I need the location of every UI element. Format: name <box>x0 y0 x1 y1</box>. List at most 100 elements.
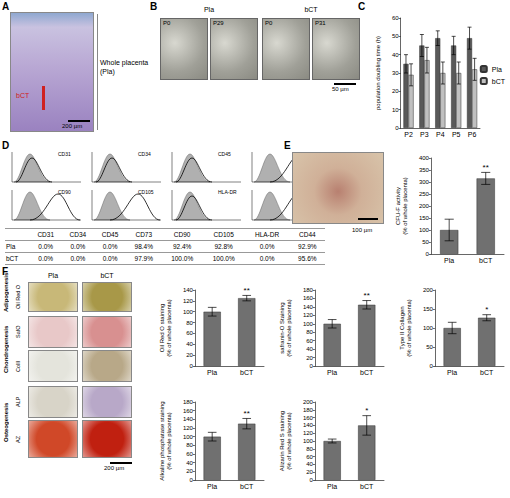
svg-text:50: 50 <box>426 344 433 350</box>
svg-text:80: 80 <box>306 446 313 452</box>
svg-text:Type II Collagen: Type II Collagen <box>399 306 405 349</box>
svg-text:140: 140 <box>183 416 194 422</box>
svg-text:100: 100 <box>419 227 430 233</box>
svg-text:140: 140 <box>303 422 314 428</box>
svg-text:200: 200 <box>303 399 314 405</box>
svg-text:(% of whole placenta): (% of whole placenta) <box>406 299 412 357</box>
svg-text:*: * <box>485 305 488 314</box>
svg-text:(% of whole placenta): (% of whole placenta) <box>166 412 172 470</box>
svg-text:120: 120 <box>303 312 314 318</box>
svg-text:(% of whole placenta): (% of whole placenta) <box>402 177 408 235</box>
svg-text:100: 100 <box>303 321 314 327</box>
svg-text:bCT: bCT <box>360 483 374 490</box>
svg-text:**: ** <box>244 286 250 295</box>
svg-text:60: 60 <box>306 454 313 460</box>
svg-text:Pla: Pla <box>447 369 457 376</box>
svg-text:(% of whole placenta): (% of whole placenta) <box>286 299 292 357</box>
svg-text:60: 60 <box>306 338 313 344</box>
svg-text:CFU-F activity: CFU-F activity <box>395 187 401 225</box>
svg-text:0: 0 <box>310 363 314 369</box>
svg-text:20: 20 <box>306 469 313 475</box>
svg-text:20: 20 <box>186 468 193 474</box>
svg-text:250: 250 <box>419 191 430 197</box>
svg-text:20: 20 <box>186 352 193 358</box>
svg-text:100: 100 <box>303 438 314 444</box>
svg-text:400: 400 <box>419 155 430 161</box>
svg-text:(% of whole placenta): (% of whole placenta) <box>166 299 172 357</box>
svg-text:Pla: Pla <box>207 483 217 490</box>
svg-text:60: 60 <box>186 451 193 457</box>
svg-text:population doubling time (h): population doubling time (h) <box>375 36 381 110</box>
svg-text:100: 100 <box>183 434 194 440</box>
svg-text:40: 40 <box>392 52 399 58</box>
svg-text:10: 10 <box>392 107 399 113</box>
svg-text:P3: P3 <box>420 131 429 138</box>
svg-text:P4: P4 <box>436 131 445 138</box>
svg-text:bCT: bCT <box>480 369 494 376</box>
svg-text:Pla: Pla <box>327 483 337 490</box>
svg-text:0: 0 <box>190 477 194 483</box>
svg-text:150: 150 <box>423 306 434 312</box>
svg-text:bCT: bCT <box>360 369 374 376</box>
svg-text:Alkaline phosphatase staining: Alkaline phosphatase staining <box>159 401 165 480</box>
svg-text:Alizarin Red S staining: Alizarin Red S staining <box>279 411 285 471</box>
svg-text:**: ** <box>364 291 370 300</box>
svg-text:50: 50 <box>422 239 429 245</box>
svg-text:0: 0 <box>430 363 434 369</box>
svg-text:350: 350 <box>419 167 430 173</box>
svg-text:20: 20 <box>306 355 313 361</box>
svg-text:40: 40 <box>186 341 193 347</box>
svg-text:bCT: bCT <box>240 483 254 490</box>
svg-text:Pla: Pla <box>327 369 337 376</box>
svg-text:180: 180 <box>303 407 314 413</box>
svg-text:160: 160 <box>183 408 194 414</box>
svg-text:bCT: bCT <box>492 78 506 85</box>
svg-text:40: 40 <box>186 460 193 466</box>
html-text:A: A <box>2 1 10 12</box>
svg-text:Pla: Pla <box>207 369 217 376</box>
svg-text:120: 120 <box>183 425 194 431</box>
svg-text:200: 200 <box>423 287 434 293</box>
svg-text:**: ** <box>244 409 250 418</box>
svg-text:60: 60 <box>186 330 193 336</box>
svg-text:P5: P5 <box>452 131 461 138</box>
svg-text:safranin-O Staining: safranin-O Staining <box>279 302 285 353</box>
svg-text:0: 0 <box>426 251 430 257</box>
svg-text:180: 180 <box>183 399 194 405</box>
svg-text:bCT: bCT <box>240 369 254 376</box>
svg-text:bCT: bCT <box>479 257 493 264</box>
svg-text:140: 140 <box>303 304 314 310</box>
svg-text:80: 80 <box>186 320 193 326</box>
svg-text:200: 200 <box>419 203 430 209</box>
svg-text:Oil Red O staining: Oil Red O staining <box>159 304 165 353</box>
svg-text:*: * <box>365 406 368 415</box>
svg-text:20: 20 <box>392 88 399 94</box>
svg-text:100: 100 <box>183 309 194 315</box>
svg-text:40: 40 <box>306 346 313 352</box>
svg-text:Pla: Pla <box>444 257 454 264</box>
svg-text:140: 140 <box>183 287 194 293</box>
svg-text:**: ** <box>483 163 489 172</box>
svg-text:50: 50 <box>392 33 399 39</box>
svg-text:160: 160 <box>303 415 314 421</box>
svg-text:Pla: Pla <box>492 66 502 73</box>
svg-text:160: 160 <box>303 295 314 301</box>
svg-text:0: 0 <box>310 477 314 483</box>
svg-text:100: 100 <box>423 325 434 331</box>
svg-text:P2: P2 <box>404 131 413 138</box>
svg-text:80: 80 <box>306 329 313 335</box>
svg-text:30: 30 <box>392 70 399 76</box>
svg-text:120: 120 <box>183 298 194 304</box>
svg-text:180: 180 <box>303 287 314 293</box>
svg-text:120: 120 <box>303 430 314 436</box>
svg-text:80: 80 <box>186 442 193 448</box>
svg-text:150: 150 <box>419 215 430 221</box>
svg-text:(% of whole placenta): (% of whole placenta) <box>286 412 292 470</box>
svg-text:0: 0 <box>395 125 399 131</box>
svg-text:0: 0 <box>190 363 194 369</box>
svg-text:60: 60 <box>392 15 399 21</box>
svg-text:P6: P6 <box>468 131 477 138</box>
svg-text:300: 300 <box>419 179 430 185</box>
html-text:Whole placenta (Pla): Whole placenta (Pla) <box>100 59 149 75</box>
svg-text:40: 40 <box>306 461 313 467</box>
